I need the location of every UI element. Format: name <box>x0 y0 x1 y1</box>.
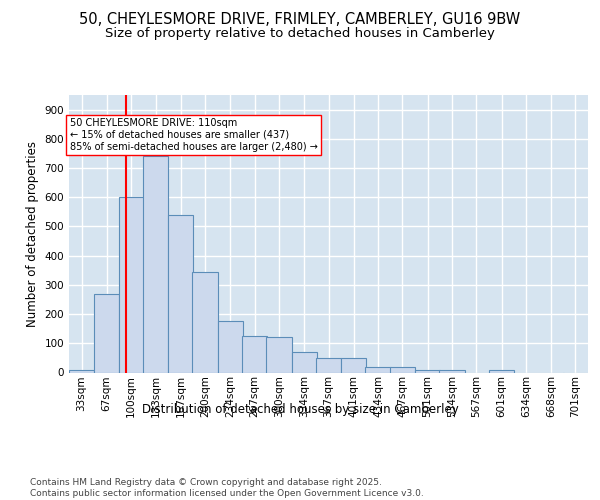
Bar <box>242 336 267 372</box>
Bar <box>439 370 464 372</box>
Bar <box>119 197 143 372</box>
Bar <box>489 370 514 372</box>
Y-axis label: Number of detached properties: Number of detached properties <box>26 141 39 327</box>
Bar <box>266 338 292 372</box>
Text: Size of property relative to detached houses in Camberley: Size of property relative to detached ho… <box>105 28 495 40</box>
Text: 50 CHEYLESMORE DRIVE: 110sqm
← 15% of detached houses are smaller (437)
85% of s: 50 CHEYLESMORE DRIVE: 110sqm ← 15% of de… <box>70 118 317 152</box>
Text: 50, CHEYLESMORE DRIVE, FRIMLEY, CAMBERLEY, GU16 9BW: 50, CHEYLESMORE DRIVE, FRIMLEY, CAMBERLE… <box>79 12 521 28</box>
Bar <box>365 366 391 372</box>
Bar <box>218 322 243 372</box>
Text: Contains HM Land Registry data © Crown copyright and database right 2025.
Contai: Contains HM Land Registry data © Crown c… <box>30 478 424 498</box>
Bar <box>316 358 341 372</box>
Text: Distribution of detached houses by size in Camberley: Distribution of detached houses by size … <box>142 402 458 415</box>
Bar <box>69 370 94 372</box>
Bar <box>292 352 317 372</box>
Bar <box>94 294 119 372</box>
Bar <box>341 358 366 372</box>
Bar <box>143 156 168 372</box>
Bar <box>390 366 415 372</box>
Bar <box>193 272 218 372</box>
Bar <box>415 370 440 372</box>
Bar <box>168 215 193 372</box>
